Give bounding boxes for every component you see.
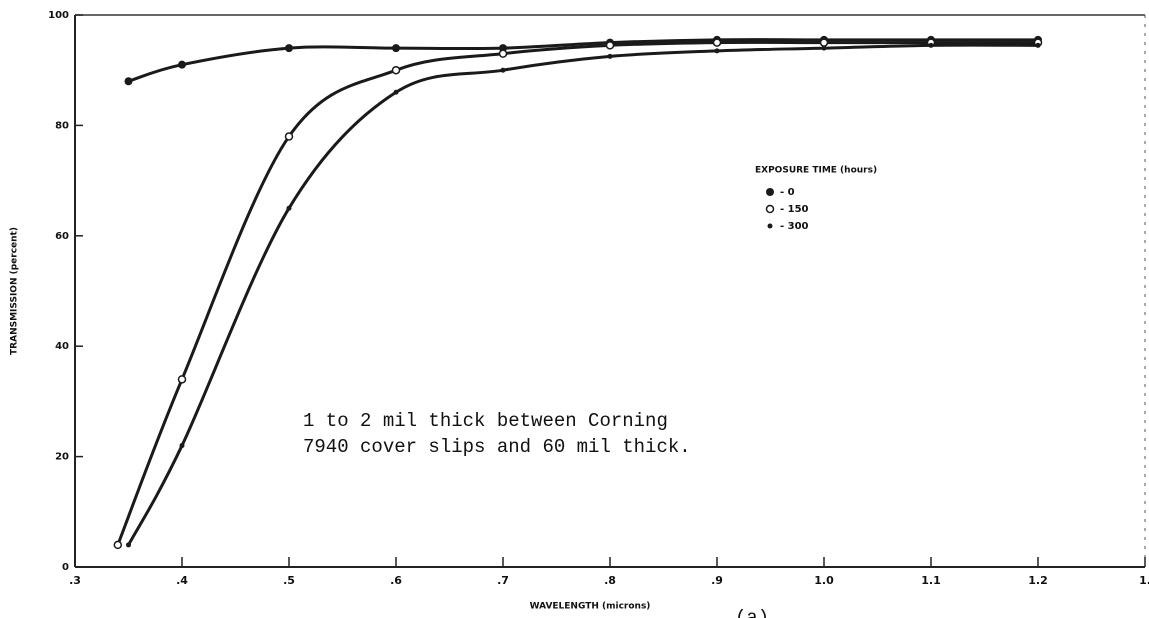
data-point <box>928 42 934 48</box>
y-tick-label: 20 <box>55 452 69 463</box>
x-tick-label: 1.1 <box>921 574 941 587</box>
x-tick-label: .4 <box>176 574 188 587</box>
data-point <box>391 65 401 75</box>
y-tick-label: 40 <box>55 341 69 352</box>
x-tick-label: .7 <box>497 574 509 587</box>
data-point <box>124 77 133 86</box>
data-point <box>821 45 827 51</box>
legend-marker <box>766 188 774 196</box>
y-tick-label: 0 <box>62 562 69 573</box>
legend-marker <box>767 223 773 229</box>
data-point <box>286 205 292 211</box>
data-point <box>126 542 131 548</box>
annotation: 1 to 2 mil thick between Corning <box>303 410 668 432</box>
series-line <box>128 38 1038 83</box>
x-tick-label: .3 <box>69 574 81 587</box>
x-tick-label: 1.2 <box>1028 574 1048 587</box>
data-point <box>393 89 399 95</box>
x-axis-label: WAVELENGTH (microns) <box>530 602 651 612</box>
data-point <box>284 132 294 141</box>
legend-title: EXPOSURE TIME (hours) <box>755 166 877 176</box>
legend-label: - 300 <box>780 221 809 232</box>
data-point <box>113 540 123 550</box>
data-point <box>714 48 720 54</box>
data-point <box>819 38 829 47</box>
y-tick-label: 100 <box>48 10 69 21</box>
x-tick-label: 1.0 <box>814 574 834 587</box>
x-tick-label: .8 <box>604 574 616 587</box>
x-tick-label: .9 <box>711 574 723 587</box>
series-line <box>127 43 1039 546</box>
y-tick-label: 80 <box>55 120 69 131</box>
y-axis-label: TRANSMISSION (percent) <box>10 227 20 355</box>
x-tick-label: 1. <box>1139 574 1149 587</box>
legend-label: - 150 <box>780 204 809 215</box>
data-point <box>1035 42 1041 48</box>
data-point <box>498 49 508 58</box>
x-tick-label: .6 <box>390 574 402 587</box>
data-point <box>285 44 293 53</box>
annotation: 7940 cover slips and 60 mil thick. <box>303 436 691 458</box>
data-point <box>179 443 185 449</box>
data-point <box>178 60 186 69</box>
data-point <box>712 38 722 47</box>
y-tick-label: 60 <box>55 231 69 242</box>
legend-marker <box>765 204 775 214</box>
series-line <box>116 40 1038 546</box>
legend-label: - 0 <box>780 187 795 198</box>
x-tick-label: .5 <box>283 574 295 587</box>
data-point <box>500 67 506 73</box>
data-point <box>392 44 400 53</box>
data-point <box>605 41 615 50</box>
data-point <box>177 375 187 384</box>
data-point <box>607 53 613 59</box>
figure-label: (a) <box>735 607 769 618</box>
